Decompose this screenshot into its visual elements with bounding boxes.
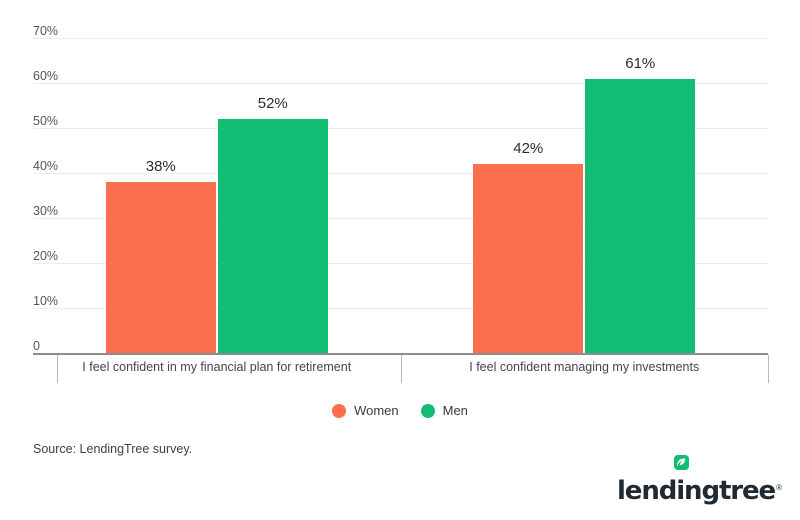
lendingtree-logo: lendingtree ® <box>616 455 782 506</box>
category-label-2: I feel confident managing my investments <box>469 360 700 374</box>
category-tick-2 <box>768 355 769 383</box>
value-label-men-group-1: 52% <box>257 95 288 112</box>
y-axis-label-0: 0 <box>33 339 40 353</box>
logo-wordmark-text: lendingtree <box>616 476 776 506</box>
source-note: Source: LendingTree survey. <box>33 442 193 456</box>
gridline-30 <box>33 218 768 219</box>
y-axis-label-30: 30% <box>33 204 59 218</box>
legend-swatch-women-icon <box>332 403 347 418</box>
y-axis-label-10: 10% <box>33 294 59 308</box>
x-axis-baseline <box>33 353 768 355</box>
bar-women-group-2 <box>473 164 584 353</box>
chart-legend: Women Men <box>0 403 800 418</box>
category-tick-0 <box>57 355 58 383</box>
plot-area <box>33 38 768 353</box>
logo-trademark: ® <box>776 483 782 492</box>
y-axis-label-20: 20% <box>33 249 59 263</box>
gridline-20 <box>33 263 768 264</box>
y-axis-label-60: 60% <box>33 69 59 83</box>
bar-women-group-1 <box>105 182 216 353</box>
category-label-1: I feel confident in my financial plan fo… <box>82 360 352 374</box>
gridline-10 <box>33 308 768 309</box>
legend-item-women[interactable]: Women <box>332 403 399 418</box>
category-tick-1 <box>400 355 402 383</box>
legend-item-men[interactable]: Men <box>420 403 468 418</box>
gridline-50 <box>33 128 768 129</box>
value-label-women-group-2: 42% <box>513 140 544 157</box>
legend-label-men: Men <box>442 403 468 418</box>
y-axis-label-70: 70% <box>33 24 59 38</box>
y-axis-label-40: 40% <box>33 159 59 173</box>
gridline-70 <box>33 38 768 39</box>
gridline-60 <box>33 83 768 84</box>
leaf-icon <box>673 455 689 470</box>
legend-label-women: Women <box>354 403 399 418</box>
bar-men-group-2 <box>585 78 696 353</box>
bar-men-group-1 <box>217 119 328 353</box>
legend-swatch-men-icon <box>420 403 435 418</box>
gridline-40 <box>33 173 768 174</box>
value-label-men-group-2: 61% <box>625 54 656 72</box>
value-label-women-group-1: 38% <box>145 158 176 175</box>
y-axis-label-50: 50% <box>33 114 59 128</box>
